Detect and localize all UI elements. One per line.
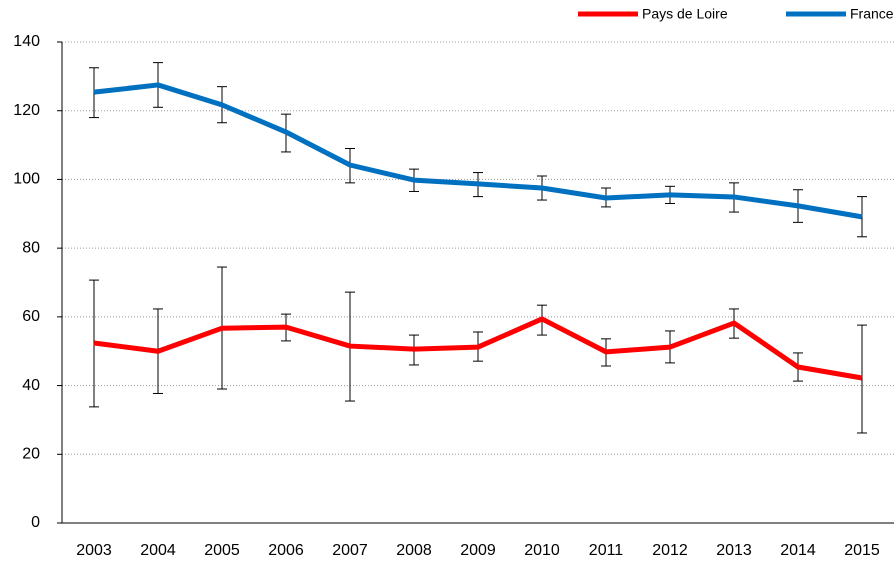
x-tick-label: 2005 — [204, 542, 240, 559]
x-tick-label: 2015 — [844, 542, 880, 559]
x-tick-label: 2011 — [589, 542, 624, 559]
legend-label: Pays de Loire — [642, 6, 728, 22]
x-tick-label: 2008 — [396, 542, 432, 559]
legend-label: France — [850, 6, 894, 22]
y-tick-label: 140 — [13, 33, 40, 50]
y-tick-label: 120 — [13, 102, 40, 119]
y-tick-label: 80 — [22, 239, 40, 256]
x-tick-label: 2003 — [76, 542, 112, 559]
y-tick-label: 0 — [31, 514, 40, 531]
y-tick-label: 100 — [13, 171, 40, 188]
x-tick-label: 2014 — [780, 542, 816, 559]
y-tick-label: 40 — [22, 377, 40, 394]
x-tick-label: 2006 — [268, 542, 304, 559]
x-tick-label: 2004 — [140, 542, 176, 559]
x-tick-label: 2010 — [524, 542, 560, 559]
y-tick-label: 20 — [22, 446, 40, 463]
series-line — [93, 316, 863, 381]
x-tick-label: 2013 — [716, 542, 752, 559]
x-tick-label: 2007 — [332, 542, 368, 559]
x-tick-label: 2012 — [652, 542, 688, 559]
series-line — [93, 82, 863, 220]
x-tick-label: 2009 — [460, 542, 496, 559]
y-tick-label: 60 — [22, 308, 40, 325]
